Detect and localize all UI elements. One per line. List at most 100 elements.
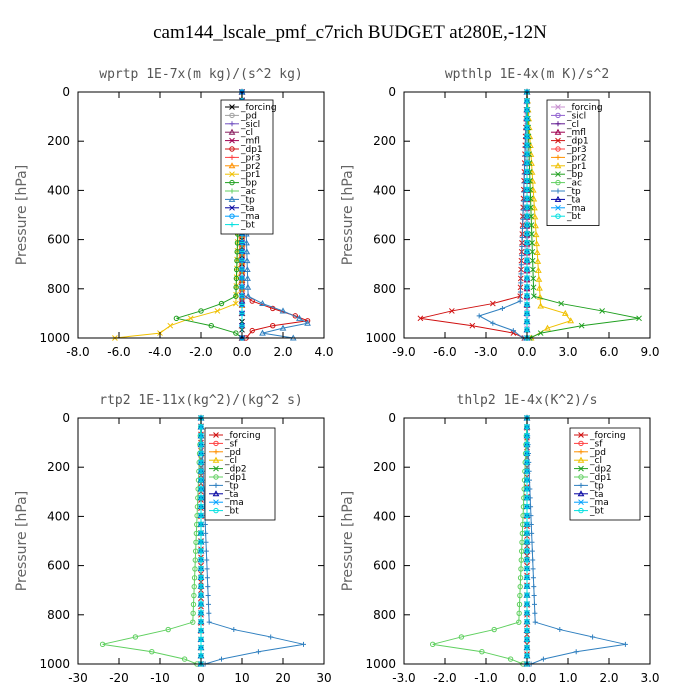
data-point bbox=[524, 565, 530, 572]
data-point bbox=[233, 330, 239, 336]
data-point bbox=[187, 315, 194, 322]
data-point bbox=[204, 566, 210, 572]
legend-marker bbox=[213, 440, 219, 447]
panel-title: wpthlp 1E-4x(m K)/s^2 bbox=[445, 67, 609, 82]
data-point bbox=[529, 248, 536, 255]
data-point bbox=[239, 248, 245, 254]
legend-marker bbox=[555, 137, 561, 144]
legend-entry: _sf bbox=[209, 439, 238, 449]
data-point bbox=[149, 649, 155, 655]
legend-entry: _ac bbox=[551, 179, 582, 189]
data-point bbox=[578, 322, 585, 329]
data-point bbox=[524, 107, 530, 113]
x-tick-label: -8.0 bbox=[66, 345, 89, 359]
legend-box bbox=[569, 427, 641, 521]
legend-marker bbox=[577, 490, 585, 497]
legend-entry: _dp2 bbox=[574, 465, 612, 475]
x-tick-label: 3.0 bbox=[640, 671, 659, 685]
data-point bbox=[233, 275, 240, 282]
data-point bbox=[270, 323, 276, 329]
legend-marker bbox=[213, 499, 219, 506]
y-tick-label: 400 bbox=[373, 509, 396, 523]
data-point bbox=[239, 240, 245, 246]
data-point bbox=[259, 329, 266, 336]
data-point bbox=[524, 204, 530, 210]
data-point bbox=[198, 477, 204, 483]
y-tick-label: 0 bbox=[62, 411, 70, 425]
y-axis-label: Pressure [hPa] bbox=[340, 491, 356, 591]
data-point bbox=[205, 593, 211, 599]
legend-marker bbox=[213, 507, 219, 514]
data-point bbox=[524, 213, 530, 219]
data-point bbox=[518, 548, 525, 554]
x-tick-label: 9.0 bbox=[640, 345, 659, 359]
data-point bbox=[524, 486, 530, 492]
data-point bbox=[198, 627, 204, 634]
legend-marker bbox=[229, 179, 235, 186]
data-point bbox=[524, 450, 530, 457]
legend-entry: _bt bbox=[574, 507, 604, 517]
data-point bbox=[531, 213, 539, 220]
series-dp1 bbox=[430, 415, 530, 667]
series-bt bbox=[524, 415, 530, 667]
data-point bbox=[524, 98, 530, 104]
legend-entry: _cl bbox=[574, 456, 602, 466]
data-point bbox=[567, 317, 575, 324]
data-point bbox=[448, 308, 455, 314]
data-point bbox=[193, 539, 199, 545]
data-point bbox=[524, 477, 530, 483]
legend-entry: _sicl bbox=[225, 120, 260, 130]
data-point bbox=[520, 207, 526, 213]
data-point bbox=[524, 583, 530, 589]
data-point bbox=[206, 619, 212, 625]
legend-marker bbox=[555, 171, 561, 178]
data-point bbox=[234, 257, 240, 264]
data-point bbox=[517, 289, 523, 295]
data-point bbox=[517, 583, 523, 590]
legend-marker bbox=[578, 432, 584, 438]
legend-marker bbox=[555, 154, 561, 160]
data-point bbox=[206, 610, 212, 616]
data-point bbox=[192, 566, 198, 572]
data-point bbox=[540, 656, 546, 662]
y-tick-label: 400 bbox=[373, 183, 396, 197]
legend-label: _pr1 bbox=[566, 162, 587, 172]
data-point bbox=[198, 592, 204, 598]
legend-label: _dp2 bbox=[589, 465, 612, 475]
data-point bbox=[519, 539, 525, 545]
data-point bbox=[531, 584, 537, 590]
y-axis-label: Pressure [hPa] bbox=[340, 165, 356, 265]
data-point bbox=[191, 592, 197, 599]
data-point bbox=[636, 315, 642, 322]
data-point bbox=[524, 512, 530, 519]
chart-panel-1: wprtp 1E-7x(m kg)/(s^2 kg) Pressure [hPa]… bbox=[14, 67, 334, 359]
x-tick-label: 20 bbox=[275, 671, 290, 685]
data-point bbox=[191, 583, 197, 590]
y-axis-label: Pressure [hPa] bbox=[14, 165, 30, 265]
y-tick-label: 600 bbox=[47, 559, 70, 573]
data-point bbox=[524, 160, 530, 166]
legend-marker bbox=[578, 499, 584, 506]
data-point bbox=[458, 634, 465, 640]
chart-panel-3: rtp2 1E-11x(kg^2)/(kg^2 s) Pressure [hPa]… bbox=[14, 393, 332, 685]
legend-label: _pd bbox=[224, 448, 241, 458]
data-point bbox=[573, 649, 579, 655]
data-point bbox=[532, 619, 538, 625]
data-point bbox=[524, 327, 530, 333]
data-point bbox=[243, 239, 250, 246]
data-point bbox=[524, 177, 530, 184]
data-point bbox=[233, 266, 240, 273]
data-point bbox=[524, 548, 530, 554]
data-point bbox=[531, 593, 537, 599]
data-point bbox=[279, 307, 287, 314]
data-point bbox=[524, 195, 530, 201]
series-dp1 bbox=[99, 415, 204, 667]
y-tick-label: 600 bbox=[373, 233, 396, 247]
legend-label: _tp bbox=[566, 187, 581, 197]
legend-label: _sf bbox=[589, 439, 603, 449]
data-point bbox=[524, 468, 530, 474]
data-point bbox=[524, 230, 530, 237]
data-point bbox=[524, 459, 530, 465]
y-tick-label: 0 bbox=[388, 411, 396, 425]
legend-marker bbox=[578, 482, 584, 488]
